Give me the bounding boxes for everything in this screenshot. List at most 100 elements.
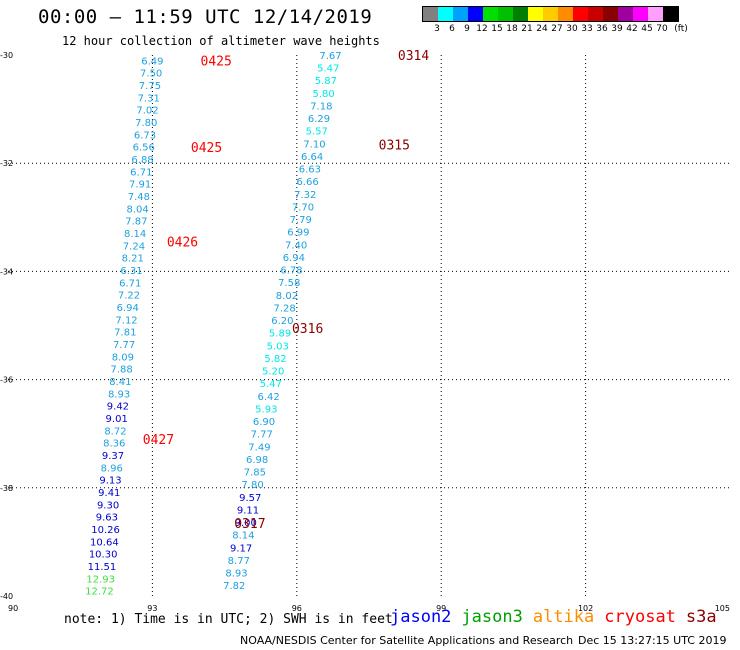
wave-height-point: 7.81 — [114, 328, 136, 339]
y-tick-label: -36 — [0, 376, 13, 385]
legend-swatch — [558, 7, 573, 21]
wave-height-point: 7.82 — [223, 581, 245, 592]
wave-height-point: 6.94 — [117, 303, 139, 314]
satellite-label-altika: altika — [532, 607, 595, 627]
orbit-label: 0425 — [201, 54, 232, 69]
wave-height-point: 8.14 — [232, 531, 254, 542]
wave-height-point: 6.78 — [280, 266, 302, 277]
legend-swatch — [663, 7, 678, 21]
x-tick-label: 105 — [715, 604, 730, 613]
legend-label: 42 — [626, 24, 638, 34]
wave-height-point: 5.93 — [255, 404, 277, 415]
wave-height-point: 7.80 — [241, 480, 263, 491]
satellite-label-cryosat: cryosat — [604, 607, 676, 627]
wave-height-point: 12.93 — [86, 574, 115, 585]
wave-height-point: 5.82 — [264, 354, 286, 365]
legend-label: 36 — [596, 24, 608, 34]
orbit-label: 0317 — [234, 517, 265, 532]
wave-height-point: 8.04 — [126, 204, 148, 215]
x-tick-label: 90 — [8, 604, 18, 613]
x-tick-label: 96 — [292, 604, 302, 613]
wave-height-point: 7.22 — [118, 291, 140, 302]
wave-height-point: 7.75 — [139, 81, 161, 92]
y-tick-label: -40 — [0, 592, 13, 601]
wave-height-point: 5.89 — [269, 329, 291, 340]
wave-height-point: 7.10 — [303, 139, 325, 150]
wave-height-point: 5.20 — [262, 367, 284, 378]
wave-height-point: 6.56 — [133, 143, 155, 154]
wave-height-point: 8.21 — [122, 254, 144, 265]
legend-swatch — [453, 7, 468, 21]
legend-swatch — [438, 7, 453, 21]
legend-label: 15 — [491, 24, 503, 34]
timestamp: Dec 15 13:27:15 UTC 2019 — [578, 634, 727, 647]
wave-height-point: 6.49 — [141, 56, 163, 67]
wave-height-point: 6.42 — [257, 392, 279, 403]
satellite-label-s3a: s3a — [685, 607, 717, 627]
wave-height-point: 8.93 — [108, 389, 130, 400]
satellite-label-jason3: jason3 — [461, 607, 523, 627]
satellite-key: jason2 jason3 altika cryosat s3a — [390, 607, 727, 627]
x-tick-label: 99 — [436, 604, 446, 613]
wave-height-point: 9.41 — [98, 488, 120, 499]
legend-label: 24 — [536, 24, 548, 34]
wave-height-point: 7.58 — [278, 278, 300, 289]
wave-height-point: 5.80 — [312, 89, 334, 100]
wave-height-point: 7.02 — [136, 106, 158, 117]
y-tick-label: -30 — [0, 51, 13, 60]
wave-height-point: 6.64 — [301, 152, 323, 163]
wave-height-point: 9.11 — [237, 505, 259, 516]
wave-height-point: 6.98 — [246, 455, 268, 466]
wave-height-point: 9.37 — [102, 451, 124, 462]
wave-height-point: 7.48 — [128, 192, 150, 203]
wave-height-point: 8.41 — [109, 377, 131, 388]
wave-height-point: 9.17 — [230, 543, 252, 554]
legend-label: 9 — [464, 24, 470, 34]
wave-height-point: 7.87 — [125, 217, 147, 228]
legend-label: 39 — [611, 24, 623, 34]
wave-height-point: 7.91 — [129, 180, 151, 191]
y-tick-label: -32 — [0, 159, 13, 168]
wave-height-point: 7.77 — [251, 430, 273, 441]
wave-height-point: 6.31 — [120, 266, 142, 277]
wave-height-point: 7.67 — [319, 51, 341, 62]
wave-height-point: 8.77 — [228, 556, 250, 567]
wave-height-point: 6.20 — [271, 316, 293, 327]
wave-height-point: 10.64 — [90, 537, 119, 548]
wave-height-point: 8.09 — [112, 352, 134, 363]
wave-height-point: 5.87 — [315, 76, 337, 87]
wave-height-point: 6.88 — [131, 155, 153, 166]
wave-height-point: 6.29 — [308, 114, 330, 125]
wave-height-point: 9.01 — [106, 414, 128, 425]
footer-note: note: 1) Time is in UTC; 2) SWH is in fe… — [64, 612, 393, 627]
y-tick-label: -38 — [0, 484, 13, 493]
wave-height-point: 9.42 — [107, 402, 129, 413]
wave-height-point: 7.88 — [110, 365, 132, 376]
legend-label: 12 — [476, 24, 488, 34]
legend-label: 18 — [506, 24, 518, 34]
wave-height-point: 8.96 — [101, 463, 123, 474]
legend-label: 21 — [521, 24, 533, 34]
wave-height-point: 9.30 — [97, 500, 119, 511]
wave-height-point: 9.13 — [99, 476, 121, 487]
legend-label: 33 — [581, 24, 593, 34]
orbit-label: 0315 — [379, 138, 410, 153]
wave-height-point: 7.70 — [292, 202, 314, 213]
legend-swatch — [633, 7, 648, 21]
credit-line: NOAA/NESDIS Center for Satellite Applica… — [240, 634, 574, 647]
wave-height-point: 5.47 — [260, 379, 282, 390]
legend-labels: 3 6 9 12 15 18 21 24 27 30 33 36 39 42 45 70 (ft) — [422, 24, 688, 36]
legend-swatch — [483, 7, 498, 21]
wave-height-point: 7.85 — [244, 468, 266, 479]
wave-height-point: 7.40 — [285, 240, 307, 251]
legend-swatch — [648, 7, 663, 21]
wave-height-point: 6.94 — [283, 253, 305, 264]
orbit-label: 0316 — [292, 322, 323, 337]
wave-height-point: 6.71 — [119, 278, 141, 289]
wave-height-point: 5.03 — [267, 341, 289, 352]
wave-height-point: 7.80 — [135, 118, 157, 129]
legend-label: 70 — [656, 24, 668, 34]
legend-label: 3 — [434, 24, 440, 34]
orbit-label: 0425 — [191, 141, 222, 156]
